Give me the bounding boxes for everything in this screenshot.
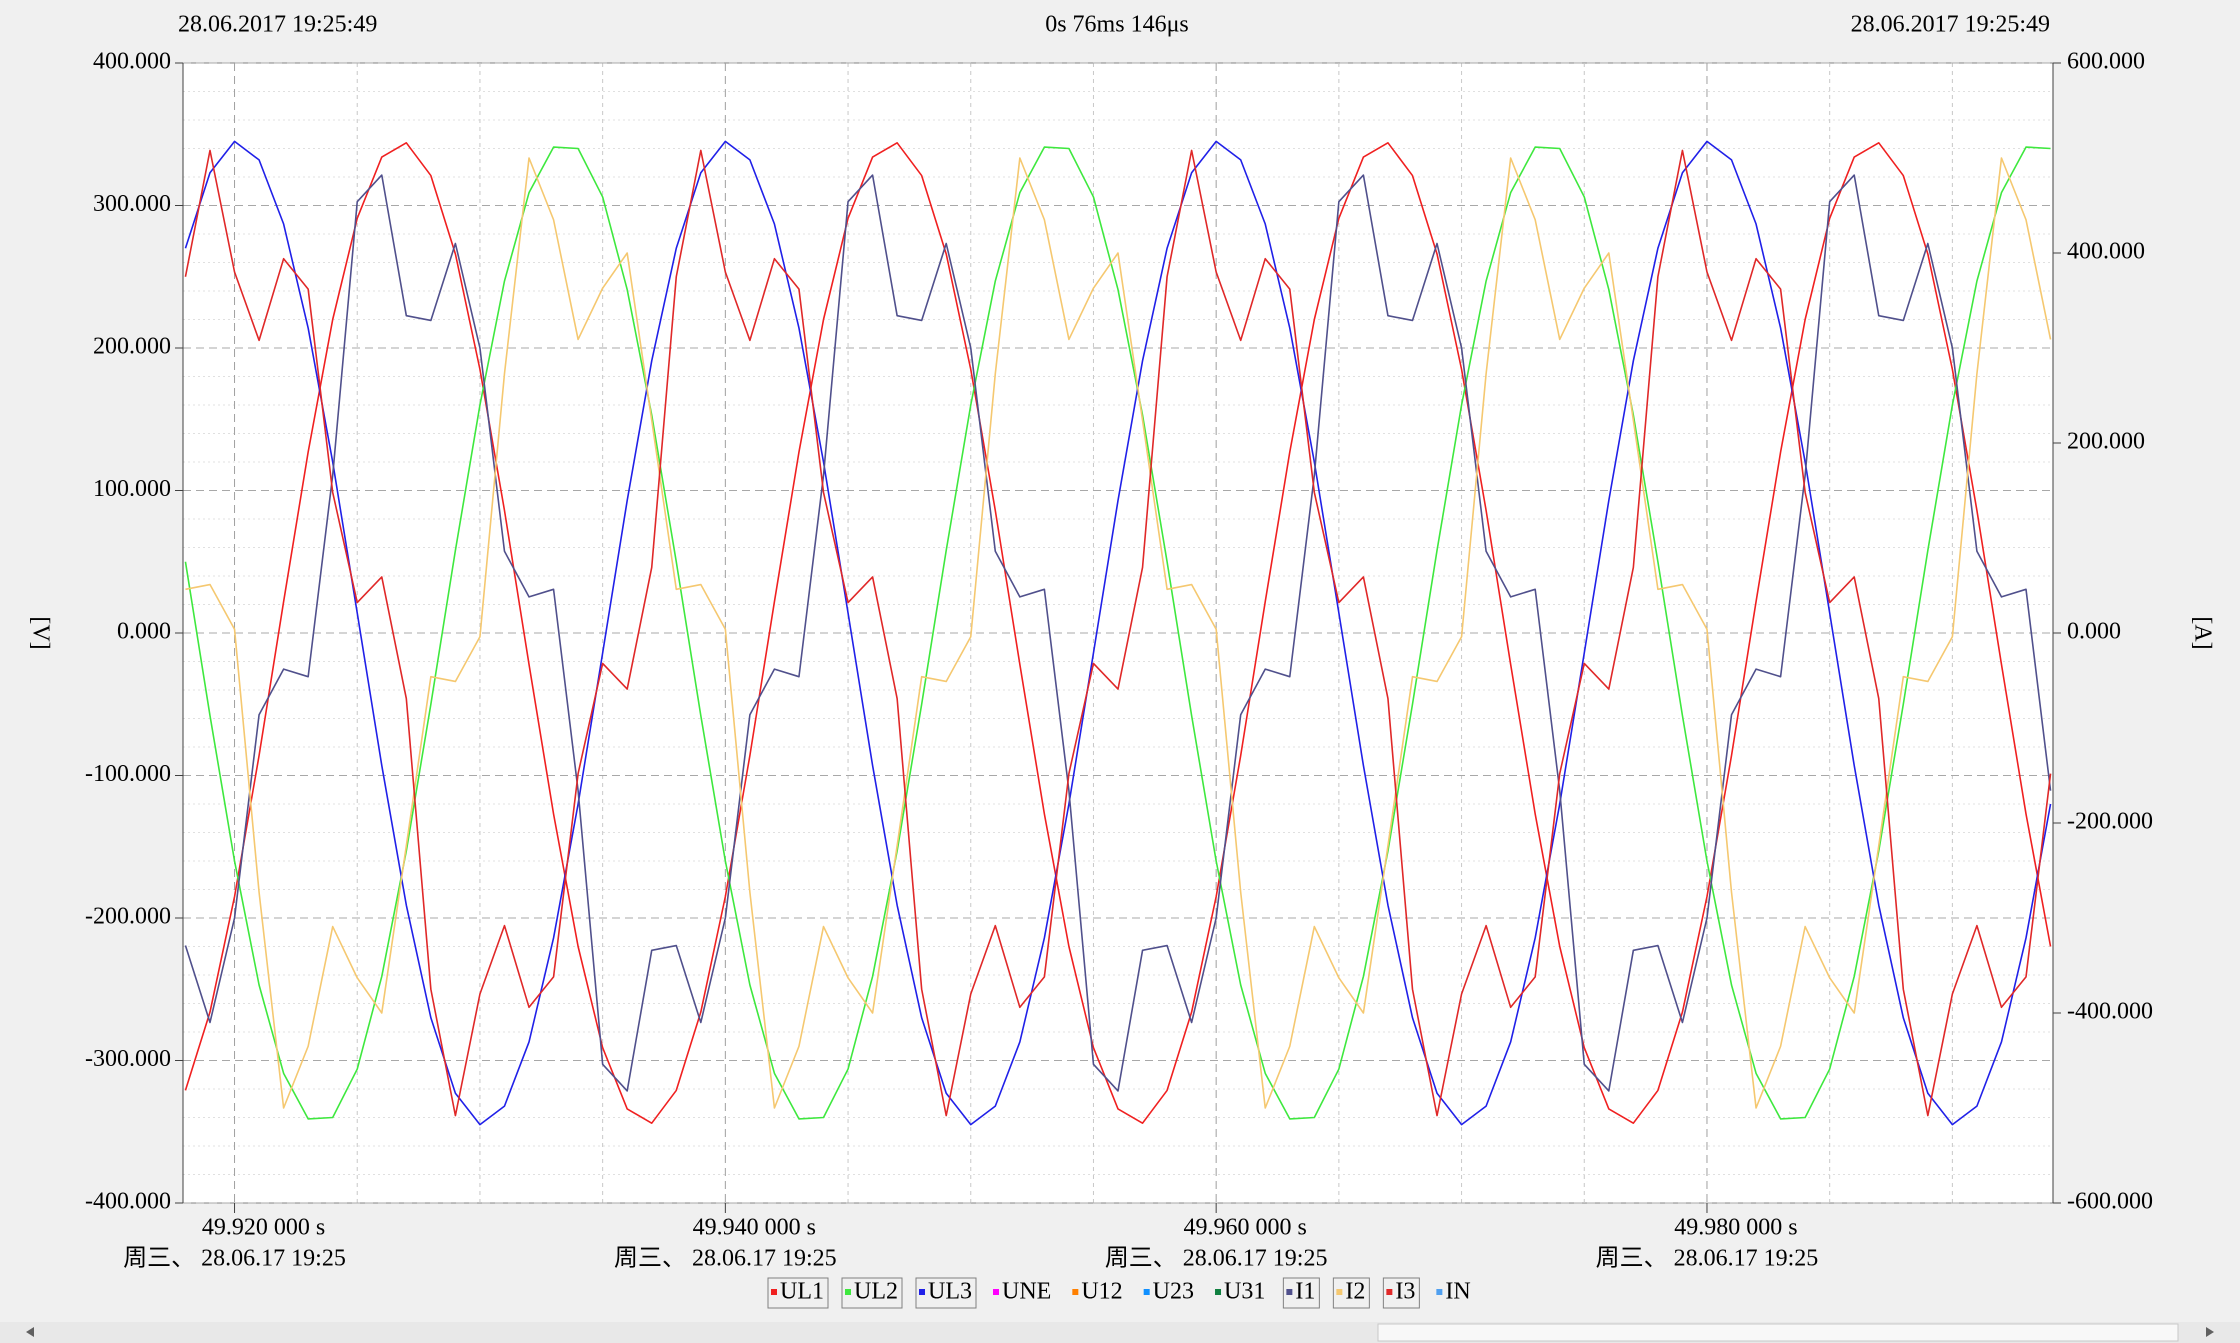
legend-item: I3	[1382, 1277, 1420, 1309]
y-tick-label: 300.000	[93, 191, 171, 217]
scrollbar-thumb[interactable]	[1377, 1323, 2179, 1342]
legend-label: UL1	[780, 1279, 824, 1305]
series-line	[184, 149, 2052, 1117]
x-tick-sublabel: 周三、 28.06.17 19:25	[123, 1246, 346, 1272]
legend-swatch	[1072, 1289, 1079, 1295]
y2-tick-label: 200.000	[2067, 429, 2145, 455]
y-tick-label: -100.000	[85, 761, 171, 787]
series-line	[184, 140, 2052, 1126]
legend-swatch	[1436, 1289, 1443, 1295]
legend-label: U31	[1224, 1279, 1265, 1305]
scroll-left[interactable]	[26, 1327, 34, 1337]
y-tick-label: 100.000	[93, 476, 171, 502]
x-tick-sublabel: 周三、 28.06.17 19:25	[1596, 1246, 1819, 1272]
legend-label: I2	[1345, 1279, 1365, 1305]
legend-frame	[1382, 1277, 1420, 1309]
x-tick-label: 49.940 000 s	[693, 1215, 816, 1241]
legend-swatch	[919, 1289, 925, 1295]
legend-swatch	[1215, 1289, 1222, 1295]
legend-label: UNE	[1002, 1279, 1051, 1305]
legend-swatch	[771, 1289, 777, 1295]
legend-frame	[1332, 1277, 1370, 1309]
y2-tick-label: -200.000	[2067, 809, 2153, 835]
legend-frame	[915, 1277, 977, 1309]
y2-tick-label: 400.000	[2067, 239, 2145, 265]
legend-item: U31	[1215, 1279, 1265, 1305]
legend-label: I1	[1295, 1279, 1315, 1305]
y-tick-label: 0.000	[117, 619, 171, 645]
legend-item: I1	[1282, 1277, 1320, 1309]
y-tick-label: 400.000	[93, 49, 171, 75]
y-tick-label: -400.000	[85, 1189, 171, 1215]
legend-label: UL3	[928, 1279, 972, 1305]
legend-item: U23	[1143, 1279, 1194, 1305]
legend: UL1 UL2 UL3 UNE U12 U23 U31 I1 I2 I3 IN	[767, 1277, 1471, 1309]
y-tick-label: 200.000	[93, 334, 171, 360]
legend-label: U23	[1153, 1279, 1194, 1305]
legend-frame	[767, 1277, 829, 1309]
y2-tick-label: -400.000	[2067, 999, 2153, 1025]
legend-label: I3	[1395, 1279, 1415, 1305]
header-right: 28.06.2017 19:25:49	[1851, 12, 2050, 38]
series-line	[184, 174, 2052, 1092]
y-tick-label: -200.000	[85, 904, 171, 930]
legend-swatch	[993, 1289, 999, 1295]
legend-label: IN	[1445, 1279, 1470, 1305]
y-tick-label: -300.000	[85, 1046, 171, 1072]
x-tick-label: 49.980 000 s	[1674, 1215, 1797, 1241]
scroll-right[interactable]	[2206, 1327, 2214, 1337]
legend-swatch	[1143, 1289, 1150, 1295]
y-axis-label: [V]	[27, 616, 53, 649]
legend-item: U12	[1072, 1279, 1123, 1305]
header-left: 28.06.2017 19:25:49	[178, 12, 377, 38]
series-line	[184, 146, 2051, 1120]
legend-item: UL2	[841, 1277, 903, 1309]
x-tick-sublabel: 周三、 28.06.17 19:25	[1105, 1246, 1328, 1272]
legend-frame	[841, 1277, 903, 1309]
y2-axis-label: [A]	[2189, 616, 2215, 649]
legend-item: UL3	[915, 1277, 977, 1309]
legend-item: UL1	[767, 1277, 829, 1309]
legend-label: UL2	[854, 1279, 898, 1305]
legend-swatch	[845, 1289, 851, 1295]
y2-tick-label: 0.000	[2067, 619, 2121, 645]
legend-item: I2	[1332, 1277, 1370, 1309]
legend-swatch	[1286, 1289, 1293, 1295]
legend-swatch	[1336, 1289, 1343, 1295]
x-tick-label: 49.960 000 s	[1183, 1215, 1306, 1241]
legend-swatch	[1386, 1289, 1393, 1295]
header-center: 0s 76ms 146μs	[1045, 12, 1189, 38]
legend-item: IN	[1436, 1279, 1471, 1305]
y2-tick-label: 600.000	[2067, 49, 2145, 75]
legend-frame	[1282, 1277, 1320, 1309]
legend-label: U12	[1081, 1279, 1122, 1305]
x-tick-label: 49.920 000 s	[202, 1215, 325, 1241]
series-line	[185, 157, 2052, 1109]
y2-tick-label: -600.000	[2067, 1189, 2153, 1215]
legend-item: UNE	[993, 1279, 1051, 1305]
scrollbar[interactable]	[0, 1322, 2240, 1343]
x-tick-sublabel: 周三、 28.06.17 19:25	[614, 1246, 837, 1272]
